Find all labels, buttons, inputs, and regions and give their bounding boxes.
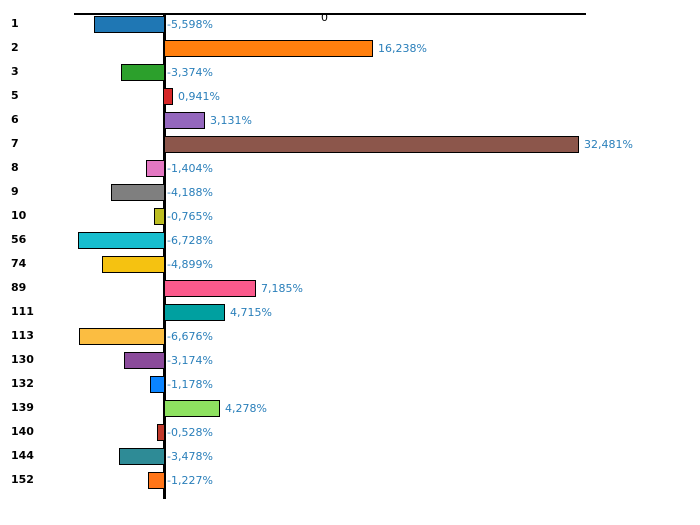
category-label: 111 (11, 305, 34, 318)
bar[interactable] (121, 64, 165, 81)
chart-row: 144 -3,478% (0, 445, 700, 469)
category-label: 7 (11, 137, 19, 150)
bar[interactable] (79, 328, 165, 345)
bar[interactable] (164, 40, 373, 57)
category-label: 130 (11, 353, 34, 366)
bar-value-label: -1,178% (167, 378, 213, 391)
bar-value-label: 3,131% (210, 114, 252, 127)
bar[interactable] (157, 424, 165, 441)
category-label: 144 (11, 449, 34, 462)
bar-value-label: 4,715% (230, 306, 272, 319)
bar-value-label: 4,278% (225, 402, 267, 415)
category-label: 139 (11, 401, 34, 414)
bar-value-label: 7,185% (261, 282, 303, 295)
chart-row: 7 32,481% (0, 133, 700, 157)
chart-row: 132 -1,178% (0, 373, 700, 397)
bar-value-label: -4,899% (167, 258, 213, 271)
bar[interactable] (154, 208, 165, 225)
bar[interactable] (148, 472, 165, 489)
category-label: 152 (11, 473, 34, 486)
category-label: 6 (11, 113, 19, 126)
category-label: 56 (11, 233, 27, 246)
chart-row: 56 -6,728% (0, 229, 700, 253)
category-label: 5 (11, 89, 19, 102)
chart-row: 113 -6,676% (0, 325, 700, 349)
chart-row: 3 -3,374% (0, 61, 700, 85)
bar[interactable] (124, 352, 165, 369)
bar-value-label: -4,188% (167, 186, 213, 199)
bar[interactable] (164, 112, 205, 129)
chart-row: 74 -4,899% (0, 253, 700, 277)
bar[interactable] (163, 88, 173, 105)
category-label: 1 (11, 17, 19, 30)
category-label: 10 (11, 209, 27, 222)
category-label: 8 (11, 161, 19, 174)
chart-row: 140 -0,528% (0, 421, 700, 445)
chart-row: 89 7,185% (0, 277, 700, 301)
bar-value-label: -3,174% (167, 354, 213, 367)
bar[interactable] (150, 376, 165, 393)
bar-value-label: 0,941% (178, 90, 220, 103)
zero-axis-tick-label: 0 (321, 11, 328, 24)
bar-value-label: -1,227% (167, 474, 213, 487)
category-label: 140 (11, 425, 34, 438)
chart-row: 8 -1,404% (0, 157, 700, 181)
chart-row: 139 4,278% (0, 397, 700, 421)
chart-row: 9 -4,188% (0, 181, 700, 205)
chart-row: 10 -0,765% (0, 205, 700, 229)
chart-row: 1 -5,598% (0, 13, 700, 37)
chart-row: 111 4,715% (0, 301, 700, 325)
bar[interactable] (164, 136, 579, 153)
bar-value-label: -6,676% (167, 330, 213, 343)
bar[interactable] (164, 280, 256, 297)
plot-top-spine (74, 13, 586, 15)
category-label: 9 (11, 185, 19, 198)
category-label: 132 (11, 377, 34, 390)
category-label: 2 (11, 41, 19, 54)
bar[interactable] (164, 400, 220, 417)
bar-value-label: -5,598% (167, 18, 213, 31)
bar-value-label: -1,404% (167, 162, 213, 175)
category-label: 113 (11, 329, 34, 342)
bar-value-label: 16,238% (378, 42, 427, 55)
bar[interactable] (164, 304, 225, 321)
bar[interactable] (111, 184, 165, 201)
bar[interactable] (78, 232, 165, 249)
bar[interactable] (102, 256, 165, 273)
bar-value-label: 32,481% (584, 138, 633, 151)
bar-value-label: -3,478% (167, 450, 213, 463)
chart-row: 5 0,941% (0, 85, 700, 109)
category-label: 89 (11, 281, 27, 294)
category-label: 3 (11, 65, 19, 78)
bar[interactable] (146, 160, 165, 177)
bar[interactable] (94, 16, 165, 33)
bar-value-label: -0,765% (167, 210, 213, 223)
bar-value-label: -6,728% (167, 234, 213, 247)
bar-value-label: -3,374% (167, 66, 213, 79)
chart-row: 2 16,238% (0, 37, 700, 61)
bar-value-label: -0,528% (167, 426, 213, 439)
chart-row: 130 -3,174% (0, 349, 700, 373)
category-label: 74 (11, 257, 27, 270)
chart-row: 6 3,131% (0, 109, 700, 133)
bar[interactable] (119, 448, 165, 465)
chart-row: 152 -1,227% (0, 469, 700, 493)
